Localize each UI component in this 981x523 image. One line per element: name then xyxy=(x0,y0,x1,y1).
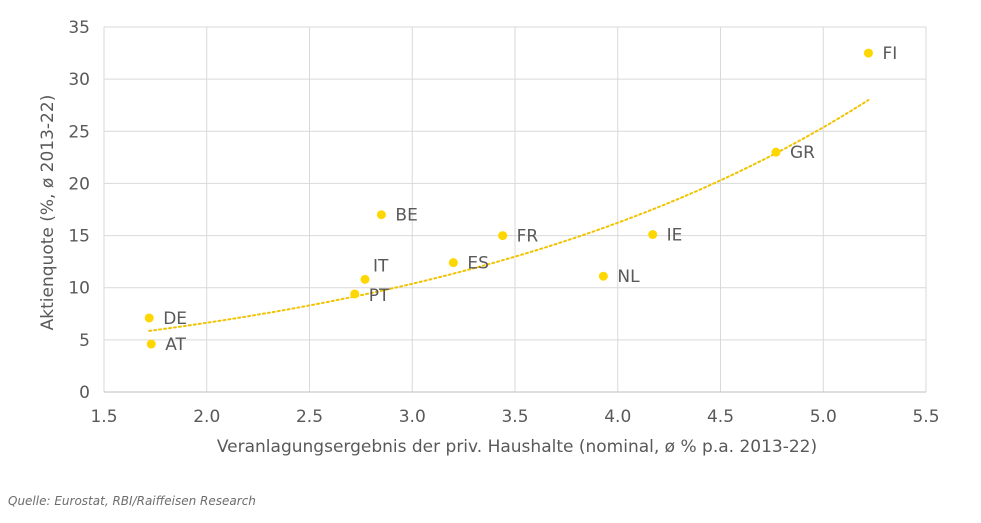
data-label-es: ES xyxy=(467,254,489,274)
y-tick-label: 15 xyxy=(68,227,90,247)
data-point-pt xyxy=(350,289,360,299)
y-tick-label: 10 xyxy=(68,279,90,299)
data-label-it: IT xyxy=(373,256,389,276)
data-point-it xyxy=(360,274,370,284)
source-note: Quelle: Eurostat, RBI/Raiffeisen Researc… xyxy=(8,494,256,508)
data-label-de: DE xyxy=(163,309,187,329)
y-tick-label: 20 xyxy=(68,174,90,194)
y-tick-label: 30 xyxy=(68,70,90,90)
x-tick-label: 2.0 xyxy=(193,407,220,427)
data-point-es xyxy=(448,258,458,268)
x-tick-label: 5.5 xyxy=(912,407,939,427)
x-tick-label: 2.5 xyxy=(296,407,323,427)
data-label-fi: FI xyxy=(882,44,897,64)
trendline xyxy=(148,99,870,332)
data-point-nl xyxy=(598,271,608,281)
data-point-gr xyxy=(771,147,781,157)
data-point-fr xyxy=(498,231,508,241)
y-tick-label: 35 xyxy=(68,18,90,38)
y-tick-label: 5 xyxy=(79,331,90,351)
data-point-ie xyxy=(648,230,658,240)
x-tick-label: 4.5 xyxy=(707,407,734,427)
data-label-fr: FR xyxy=(517,227,539,247)
data-label-at: AT xyxy=(165,335,186,355)
y-tick-label: 25 xyxy=(68,122,90,142)
data-point-be xyxy=(376,210,386,220)
x-tick-label: 4.0 xyxy=(604,407,631,427)
data-point-de xyxy=(144,313,154,323)
data-point-at xyxy=(146,339,156,349)
x-tick-label: 3.5 xyxy=(501,407,528,427)
data-label-ie: IE xyxy=(667,226,683,246)
data-label-be: BE xyxy=(395,206,417,226)
x-tick-label: 5.0 xyxy=(810,407,837,427)
data-point-fi xyxy=(863,48,873,58)
x-tick-label: 3.0 xyxy=(399,407,426,427)
x-tick-label: 1.5 xyxy=(90,407,117,427)
x-axis-title: Veranlagungsergebnis der priv. Haushalte… xyxy=(217,437,817,457)
y-axis-title: Aktienquote (%, ø 2013-22) xyxy=(38,95,58,331)
data-label-nl: NL xyxy=(617,267,640,287)
data-label-pt: PT xyxy=(369,286,390,306)
data-label-gr: GR xyxy=(790,143,815,163)
y-tick-label: 0 xyxy=(79,383,90,403)
